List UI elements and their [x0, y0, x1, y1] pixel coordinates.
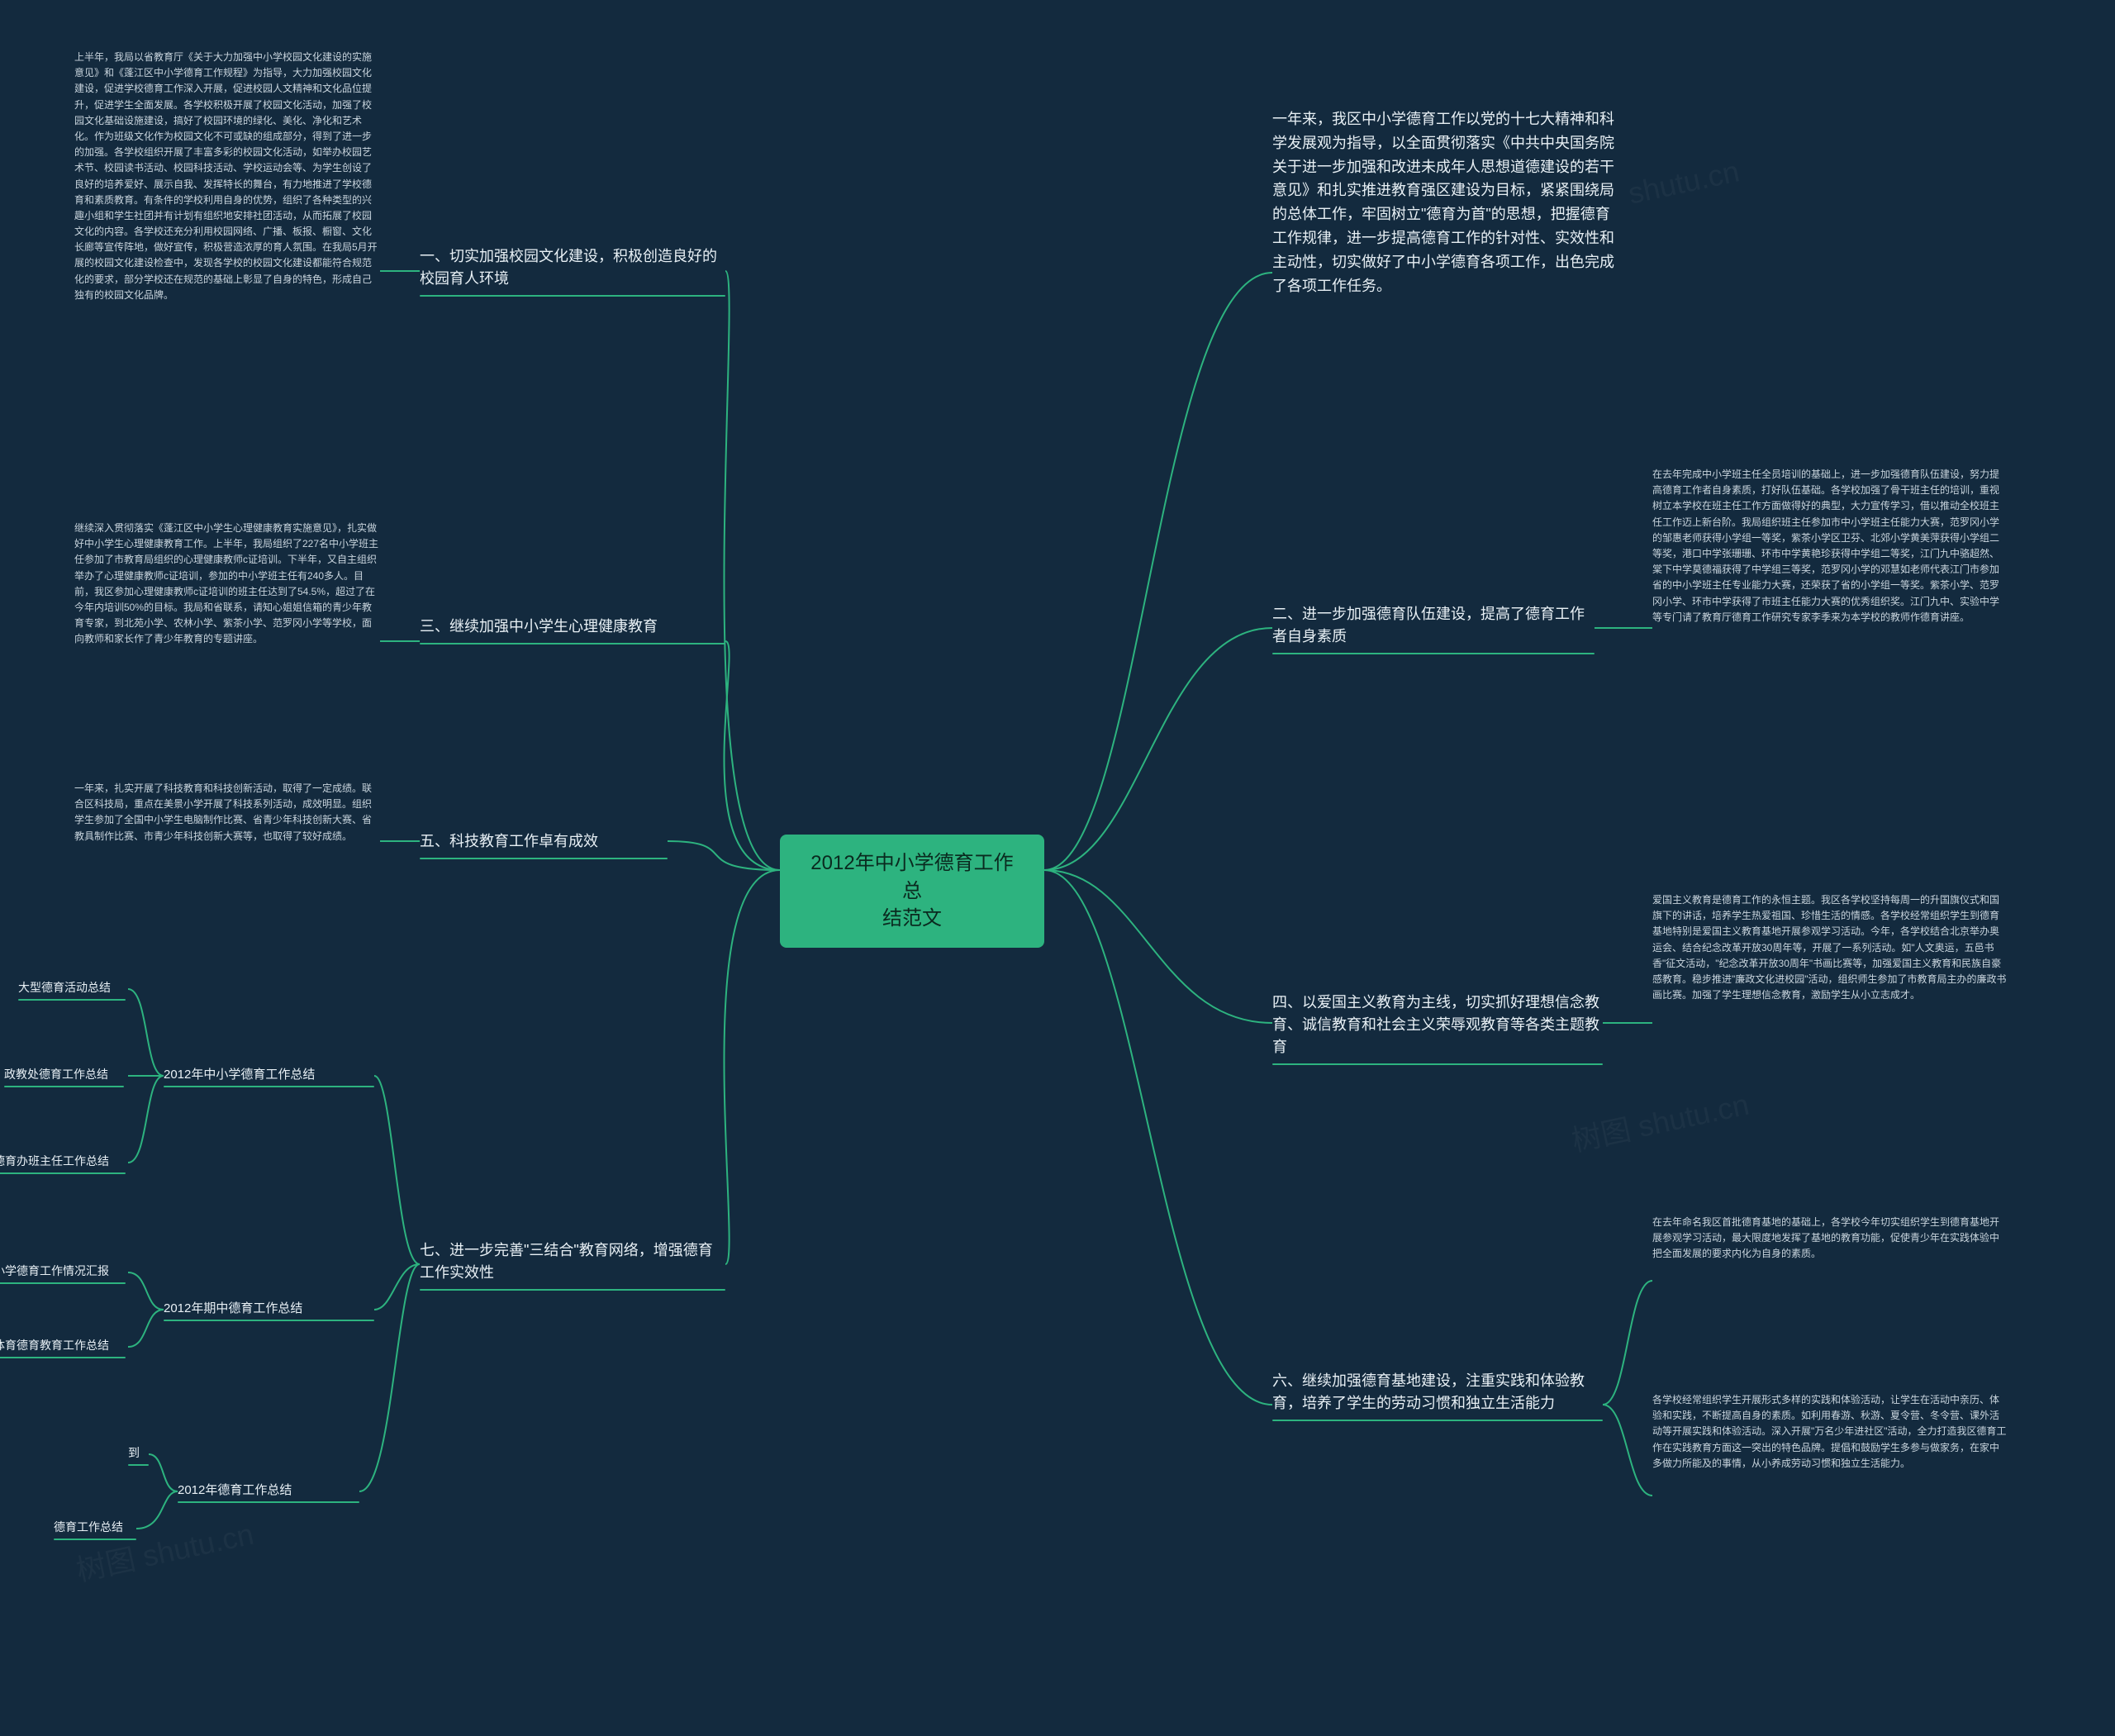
- sub-branch-label: 2012年期中德育工作总结: [164, 1300, 374, 1319]
- watermark: shutu.cn: [1625, 154, 1742, 211]
- leaf-text: 上半年，我局以省教育厅《关于大力加强中小学校园文化建设的实施意见》和《蓬江区中小…: [74, 50, 380, 303]
- sub-branch-underline: [128, 1464, 149, 1466]
- sub-branch-underline: [18, 999, 126, 1001]
- leaf-text: 爱国主义教育是德育工作的永恒主题。我区各学校坚持每周一的升国旗仪式和国旗下的讲话…: [1652, 892, 2008, 1003]
- sub-branch-label: 德育工作总结: [54, 1519, 136, 1536]
- sub-branch-label: 政教处德育工作总结: [4, 1066, 124, 1083]
- branch-underline: [420, 643, 725, 644]
- branch-label: 一、切实加强校园文化建设，积极创造良好的校园育人环境: [420, 245, 725, 290]
- sub-branch-label: 2012年德育工作总结: [178, 1482, 359, 1501]
- sub-branch-underline: [0, 1172, 126, 1174]
- watermark: 树图 shutu.cn: [1567, 1081, 1752, 1160]
- sub-branch-underline: [0, 1357, 126, 1358]
- leaf-text: 各学校经常组织学生开展形式多样的实践和体验活动，让学生在活动中亲历、体验和实践，…: [1652, 1392, 2008, 1472]
- branch-label: 五、科技教育工作卓有成效: [420, 830, 668, 853]
- sub-branch-label: 大型德育活动总结: [18, 979, 126, 996]
- sub-branch-label: 体育德育教育工作总结: [0, 1337, 126, 1354]
- branch-label: 七、进一步完善"三结合"教育网络，增强德育工作实效性: [420, 1239, 725, 1284]
- branch-label: 三、继续加强中小学生心理健康教育: [420, 616, 725, 638]
- branch-underline: [1272, 1420, 1603, 1421]
- branch-label: 四、以爱国主义教育为主线，切实抓好理想信念教育、诚信教育和社会主义荣辱观教育等各…: [1272, 992, 1603, 1058]
- branch-underline: [420, 295, 725, 297]
- branch-underline: [420, 1289, 725, 1291]
- sub-branch-label: 2012年中小学德育工作总结: [164, 1066, 374, 1085]
- sub-branch-label: 德育办班主任工作总结: [0, 1153, 126, 1170]
- sub-branch-label: 到: [128, 1444, 149, 1462]
- branch-label: 二、进一步加强德育队伍建设，提高了德育工作者自身素质: [1272, 603, 1595, 648]
- leaf-text: 在去年命名我区首批德育基地的基础上，各学校今年切实组织学生到德育基地开展参观学习…: [1652, 1215, 2008, 1263]
- branch-underline: [1272, 1063, 1603, 1065]
- sub-branch-underline: [4, 1086, 124, 1087]
- branch-underline: [420, 858, 668, 859]
- center-node: 2012年中小学德育工作总 结范文: [780, 835, 1044, 948]
- leaf-text: 在去年完成中小学班主任全员培训的基础上，进一步加强德育队伍建设，努力提高德育工作…: [1652, 467, 2008, 625]
- sub-branch-underline: [164, 1086, 374, 1087]
- sub-branch-underline: [0, 1282, 126, 1284]
- branch-underline: [1272, 653, 1595, 654]
- intro-text: 一年来，我区中小学德育工作以党的十七大精神和科学发展观为指导，以全面贯彻落实《中…: [1272, 107, 1619, 297]
- branch-label: 六、继续加强德育基地建设，注重实践和体验教育，培养了学生的劳动习惯和独立生活能力: [1272, 1370, 1603, 1415]
- sub-branch-underline: [178, 1501, 359, 1503]
- sub-branch-label: 小学德育工作情况汇报: [0, 1263, 126, 1280]
- leaf-text: 继续深入贯彻落实《蓬江区中小学生心理健康教育实施意见》，扎实做好中小学生心理健康…: [74, 521, 380, 648]
- leaf-text: 一年来，扎实开展了科技教育和科技创新活动，取得了一定成绩。联合区科技局，重点在美…: [74, 781, 380, 844]
- sub-branch-underline: [164, 1320, 374, 1321]
- sub-branch-underline: [54, 1539, 136, 1540]
